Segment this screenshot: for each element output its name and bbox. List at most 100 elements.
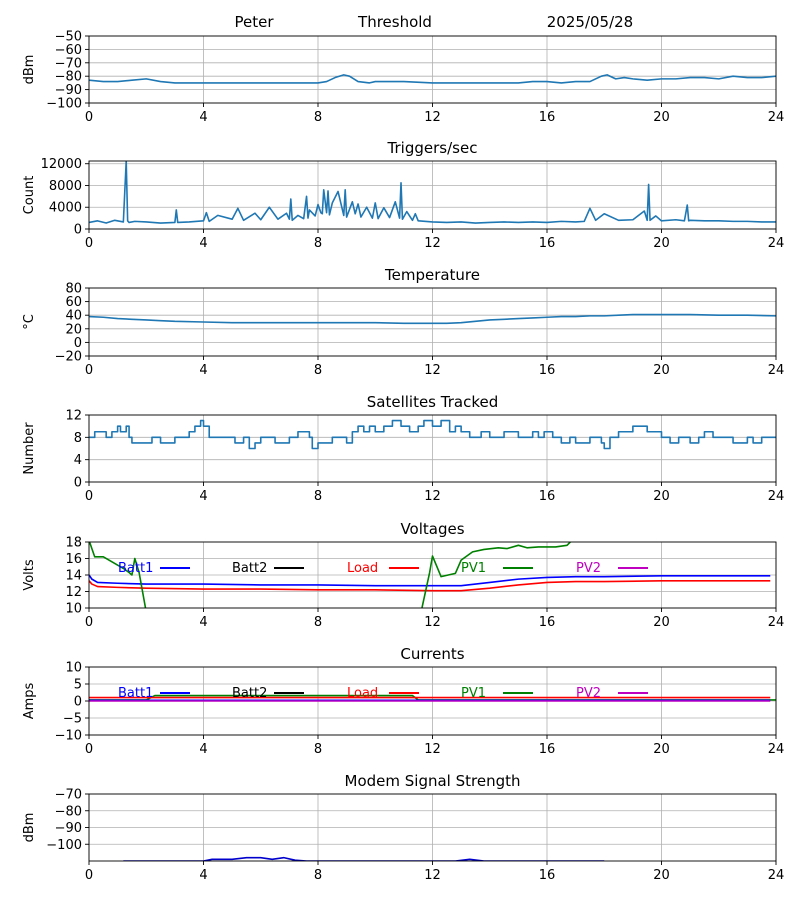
- x-tick-label: 4: [199, 489, 207, 504]
- x-tick-label: 16: [539, 615, 556, 630]
- x-tick-label: 4: [199, 363, 207, 378]
- legend-label: Batt1: [118, 686, 153, 701]
- y-tick-label: −60: [55, 43, 82, 58]
- x-tick-label: 0: [85, 236, 93, 251]
- panel-modem: 0 4 8 12 16 20 24 −100 −90 −80−70 Modem Signal Str…: [22, 772, 784, 883]
- series-line-load: [89, 579, 771, 592]
- y-tick-label: 0: [74, 695, 82, 710]
- x-tick-label: 8: [314, 868, 322, 883]
- series-line-pv1: [89, 542, 572, 608]
- x-tick-label: 24: [768, 868, 785, 883]
- x-tick-label: 0: [85, 615, 93, 630]
- legend-label: Batt1: [118, 561, 153, 576]
- y-tick-label: 12000: [41, 157, 82, 172]
- y-tick-label: 80: [65, 282, 82, 297]
- series-group: [89, 161, 776, 224]
- y-axis-label: Amps: [22, 682, 37, 719]
- series-group: [89, 74, 776, 84]
- panel-title: Triggers/sec: [387, 139, 478, 157]
- x-tick-label: 12: [424, 868, 441, 883]
- x-tick-label: 8: [314, 615, 322, 630]
- y-tick-label: 10: [65, 602, 82, 617]
- series-group: [89, 694, 776, 702]
- legend-label: PV2: [576, 686, 601, 701]
- figure-header: Peter Threshold 2025/05/28: [234, 13, 633, 31]
- x-tick-label: 20: [653, 489, 670, 504]
- x-tick-label: 12: [424, 742, 441, 757]
- y-tick-label: −80: [55, 70, 82, 85]
- x-tick-label: 8: [314, 236, 322, 251]
- x-tick-label: 16: [539, 110, 556, 125]
- x-tick-label: 16: [539, 363, 556, 378]
- y-tick-label: −70: [55, 788, 82, 803]
- x-tick-label: 24: [768, 363, 785, 378]
- y-axis-label: dBm: [22, 55, 37, 85]
- legend-label: Load: [347, 561, 378, 576]
- x-tick-label: 4: [199, 742, 207, 757]
- x-tick-label: 16: [539, 236, 556, 251]
- y-tick-label: 40: [65, 309, 82, 324]
- x-tick-label: 0: [85, 110, 93, 125]
- x-tick-label: 8: [314, 363, 322, 378]
- y-tick-label: 0: [74, 223, 82, 238]
- x-tick-label: 8: [314, 489, 322, 504]
- header-center-text: Threshold: [357, 13, 432, 31]
- panel-title: Temperature: [384, 266, 480, 284]
- series-group: [123, 856, 605, 861]
- y-tick-label: 60: [65, 295, 82, 310]
- x-tick-label: 20: [653, 615, 670, 630]
- header-right-text: 2025/05/28: [547, 13, 633, 31]
- x-tick-label: 4: [199, 868, 207, 883]
- legend-label: PV1: [461, 561, 486, 576]
- x-tick-label: 12: [424, 110, 441, 125]
- y-tick-label: 12: [65, 409, 82, 424]
- y-axis-label: Volts: [22, 559, 37, 591]
- x-tick-label: 16: [539, 489, 556, 504]
- x-tick-label: 8: [314, 742, 322, 757]
- x-tick-label: 0: [85, 363, 93, 378]
- legend-label: PV1: [461, 686, 486, 701]
- x-tick-label: 12: [424, 236, 441, 251]
- x-tick-label: 24: [768, 742, 785, 757]
- y-tick-label: 20: [65, 322, 82, 337]
- y-tick-label: 8000: [49, 179, 82, 194]
- y-tick-label: 8: [74, 431, 82, 446]
- x-tick-label: 4: [199, 615, 207, 630]
- legend-label: PV2: [576, 561, 601, 576]
- series-line-main: [89, 74, 776, 84]
- y-axis-label: Count: [22, 176, 37, 215]
- legend-label: Load: [347, 686, 378, 701]
- x-tick-label: 12: [424, 363, 441, 378]
- x-tick-label: 0: [85, 742, 93, 757]
- x-tick-label: 12: [424, 615, 441, 630]
- x-tick-label: 16: [539, 742, 556, 757]
- y-tick-label: −20: [55, 350, 82, 365]
- panel-title: Currents: [400, 645, 464, 663]
- x-tick-label: 4: [199, 236, 207, 251]
- legend-label: Batt2: [232, 686, 267, 701]
- x-tick-label: 24: [768, 110, 785, 125]
- header-left-text: Peter: [234, 13, 274, 31]
- panel-title: Voltages: [400, 520, 464, 538]
- y-tick-label: 5: [74, 678, 82, 693]
- y-tick-label: −50: [55, 30, 82, 45]
- x-tick-label: 20: [653, 363, 670, 378]
- y-tick-label: 14: [65, 569, 82, 584]
- x-tick-label: 12: [424, 489, 441, 504]
- x-tick-label: 24: [768, 236, 785, 251]
- series-line-main: [89, 161, 776, 224]
- series-line-main: [123, 856, 605, 861]
- panel-threshold: 0 4 8 12 16 20 24 −100−90−80−70−60−50 dBm: [22, 30, 784, 126]
- x-tick-label: 20: [653, 236, 670, 251]
- x-tick-label: 16: [539, 868, 556, 883]
- x-tick-label: 24: [768, 489, 785, 504]
- legend-label: Batt2: [232, 561, 267, 576]
- y-tick-label: 18: [65, 536, 82, 551]
- y-axis-label: dBm: [22, 813, 37, 843]
- x-tick-label: 4: [199, 110, 207, 125]
